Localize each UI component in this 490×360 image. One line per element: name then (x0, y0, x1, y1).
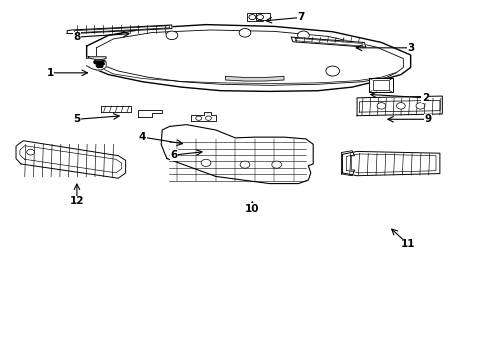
Bar (256, 13, 270, 19)
Polygon shape (88, 57, 106, 60)
Circle shape (101, 60, 104, 63)
Circle shape (98, 60, 101, 63)
Bar (369, 78, 392, 93)
Polygon shape (343, 152, 440, 176)
Polygon shape (101, 106, 130, 112)
Circle shape (101, 63, 104, 65)
Circle shape (201, 159, 211, 166)
Polygon shape (291, 37, 366, 47)
Bar (373, 80, 389, 90)
Text: 6: 6 (171, 150, 178, 160)
Circle shape (205, 116, 211, 120)
Circle shape (257, 15, 264, 19)
Polygon shape (67, 25, 172, 33)
Circle shape (97, 64, 101, 67)
Text: 11: 11 (401, 239, 416, 249)
Circle shape (377, 103, 386, 109)
Text: 10: 10 (245, 203, 260, 213)
Text: 9: 9 (424, 114, 431, 124)
Circle shape (239, 28, 251, 37)
Circle shape (94, 60, 99, 64)
Circle shape (166, 31, 178, 40)
Bar (247, 13, 263, 21)
Circle shape (297, 31, 309, 40)
Polygon shape (87, 59, 106, 70)
Circle shape (27, 149, 34, 155)
Polygon shape (138, 110, 162, 117)
Circle shape (396, 103, 405, 109)
Circle shape (272, 161, 282, 168)
Text: 12: 12 (70, 197, 84, 206)
Circle shape (240, 161, 250, 168)
Polygon shape (225, 76, 284, 81)
Text: 3: 3 (407, 43, 414, 53)
Polygon shape (357, 96, 442, 116)
Circle shape (416, 103, 425, 109)
Circle shape (326, 66, 340, 76)
Text: 8: 8 (74, 32, 80, 42)
Polygon shape (16, 141, 125, 178)
Text: 2: 2 (422, 93, 429, 103)
Circle shape (249, 15, 256, 19)
Circle shape (196, 116, 202, 120)
Polygon shape (342, 151, 355, 176)
Text: 7: 7 (297, 13, 305, 22)
Polygon shape (87, 24, 411, 91)
Text: 4: 4 (139, 132, 147, 142)
Polygon shape (161, 125, 313, 184)
Circle shape (98, 63, 101, 65)
Text: 1: 1 (47, 68, 54, 78)
Circle shape (100, 65, 103, 67)
Text: 5: 5 (74, 114, 80, 124)
Polygon shape (192, 112, 216, 121)
